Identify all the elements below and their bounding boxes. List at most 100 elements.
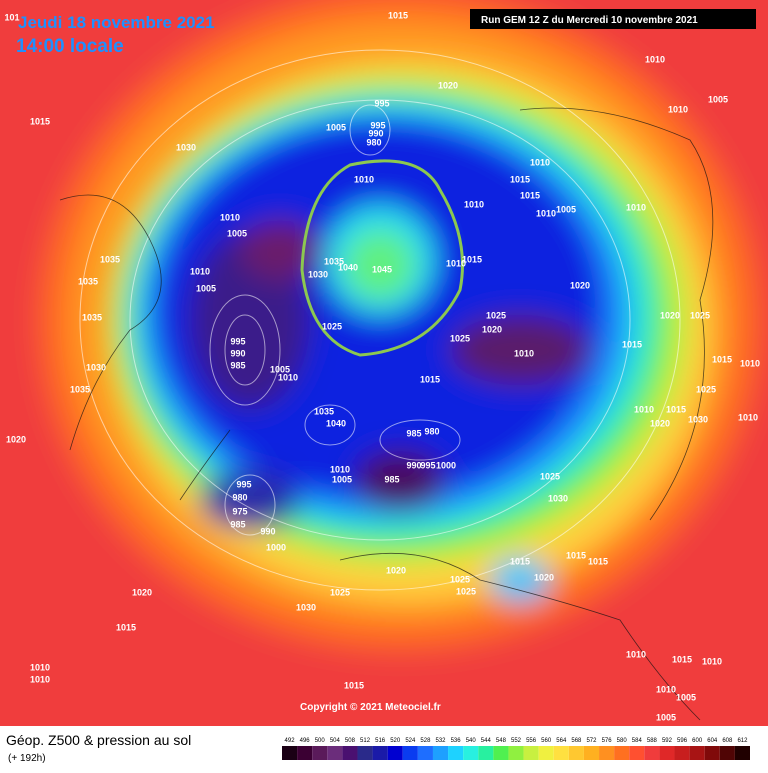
legend-lead: (+ 192h): [8, 753, 46, 764]
scale-label: 572: [586, 738, 597, 744]
scale-swatch: [402, 746, 418, 760]
isobar-label: 1025: [456, 586, 476, 596]
isobar-label: 1020: [650, 418, 670, 428]
isobar-label: 1025: [486, 310, 506, 320]
scale-label: 500: [315, 738, 326, 744]
isobar-label: 1010: [30, 662, 50, 672]
scale-swatch: [417, 746, 433, 760]
isobar-label: 1005: [196, 283, 216, 293]
isobar-label: 1015: [510, 556, 530, 566]
scale-swatch: [297, 746, 313, 760]
scale-label: 516: [375, 738, 386, 744]
scale-swatch: [493, 746, 509, 760]
isobar-label: 985: [406, 428, 421, 438]
isobar-label: 1015: [462, 254, 482, 264]
scale-swatch: [312, 746, 328, 760]
isobar-label: 1015: [520, 190, 540, 200]
isobar-label: 1030: [296, 602, 316, 612]
isobar-label: 1025: [690, 310, 710, 320]
scale-swatch: [553, 746, 569, 760]
scale-label: 568: [571, 738, 582, 744]
isobar-label: 1025: [696, 384, 716, 394]
color-scale: 492 496 500 504 508 512 516 520 524 528 532 536 540 5…: [282, 738, 750, 760]
isobar-label: 1030: [176, 142, 196, 152]
isobar-label: 1030: [86, 362, 106, 372]
scale-label: 580: [617, 738, 628, 744]
isobar-label: 990: [230, 348, 245, 358]
isobar-label: 1010: [645, 54, 665, 64]
isobar-label: 1015: [116, 622, 136, 632]
isobar-label: 1015: [388, 10, 408, 20]
isobar-label: 1025: [450, 333, 470, 343]
isobar-label: 1015: [666, 404, 686, 414]
isobar-label: 995: [236, 479, 251, 489]
isobar-label: 1010: [514, 348, 534, 358]
isobar-label: 1015: [344, 680, 364, 690]
isobar-label: 1020: [386, 565, 406, 575]
scale-label: 600: [692, 738, 703, 744]
isobar-label: 1010: [278, 372, 298, 382]
isobar-label: 1035: [324, 256, 344, 266]
isobar-label: 1020: [570, 280, 590, 290]
isobar-label: 1015: [420, 374, 440, 384]
isobar-label: 1015: [30, 116, 50, 126]
isobar-label: 1030: [548, 493, 568, 503]
isobar-label: 1035: [70, 384, 90, 394]
scale-swatch: [463, 746, 479, 760]
scale-swatch: [523, 746, 539, 760]
isobar-label: 1005: [676, 692, 696, 702]
isobar-label: 1015: [712, 354, 732, 364]
green-outline: [300, 159, 464, 357]
scale-swatch: [387, 746, 403, 760]
isobar-label: 1010: [446, 258, 466, 268]
scale-label: 592: [662, 738, 673, 744]
isobar-label: 1010: [530, 157, 550, 167]
run-box: [470, 9, 756, 29]
isobar-label: 1035: [100, 254, 120, 264]
isobar-label: 995: [374, 98, 389, 108]
scale-swatch: [644, 746, 660, 760]
scale-swatch: [448, 746, 464, 760]
scale-label: 528: [420, 738, 431, 744]
scale-label: 604: [707, 738, 718, 744]
scale-swatch: [734, 746, 750, 760]
scale-label: 576: [602, 738, 613, 744]
isobar-label: 1010: [464, 199, 484, 209]
scale-label: 520: [390, 738, 401, 744]
isobar-label: 990: [406, 460, 421, 470]
isobar-label: 1010: [536, 208, 556, 218]
scale-label: 512: [360, 738, 371, 744]
scale-label: 548: [496, 738, 507, 744]
isobar-label: 1010: [190, 266, 210, 276]
isobar-label: 995: [230, 336, 245, 346]
isobar-label: 1030: [688, 414, 708, 424]
isobar-label: 1010: [738, 412, 758, 422]
scale-swatch: [372, 746, 388, 760]
isobar-label: 1005: [270, 364, 290, 374]
time: 14:00 locale: [16, 36, 124, 57]
scale-swatch: [478, 746, 494, 760]
date: Jeudi 18 novembre 2021: [18, 13, 215, 32]
scale-swatch: [282, 746, 298, 760]
scale-label: 588: [647, 738, 658, 744]
scale-swatch: [583, 746, 600, 760]
legend-title: Géop. Z500 & pression au sol: [6, 732, 191, 748]
isobar-label: 1030: [308, 269, 328, 279]
isobar-label: 985: [230, 360, 245, 370]
isobar-label: 990: [260, 526, 275, 536]
scale-label: 536: [451, 738, 462, 744]
isobar-label: 1010: [668, 104, 688, 114]
scale-swatch: [508, 746, 524, 760]
isobar-label: 1020: [132, 587, 152, 597]
isobar-label: 1010: [330, 464, 350, 474]
scale-swatch: [568, 746, 584, 760]
scale-label: 612: [737, 738, 748, 744]
isobar-label: 1015: [588, 556, 608, 566]
isobar-label: 1020: [6, 434, 26, 444]
isobar-label: 1020: [438, 80, 458, 90]
scale-swatch: [674, 746, 690, 760]
isobar-label: 1045: [372, 264, 392, 274]
scale-swatch: [538, 746, 554, 760]
scale-swatch: [432, 746, 449, 760]
